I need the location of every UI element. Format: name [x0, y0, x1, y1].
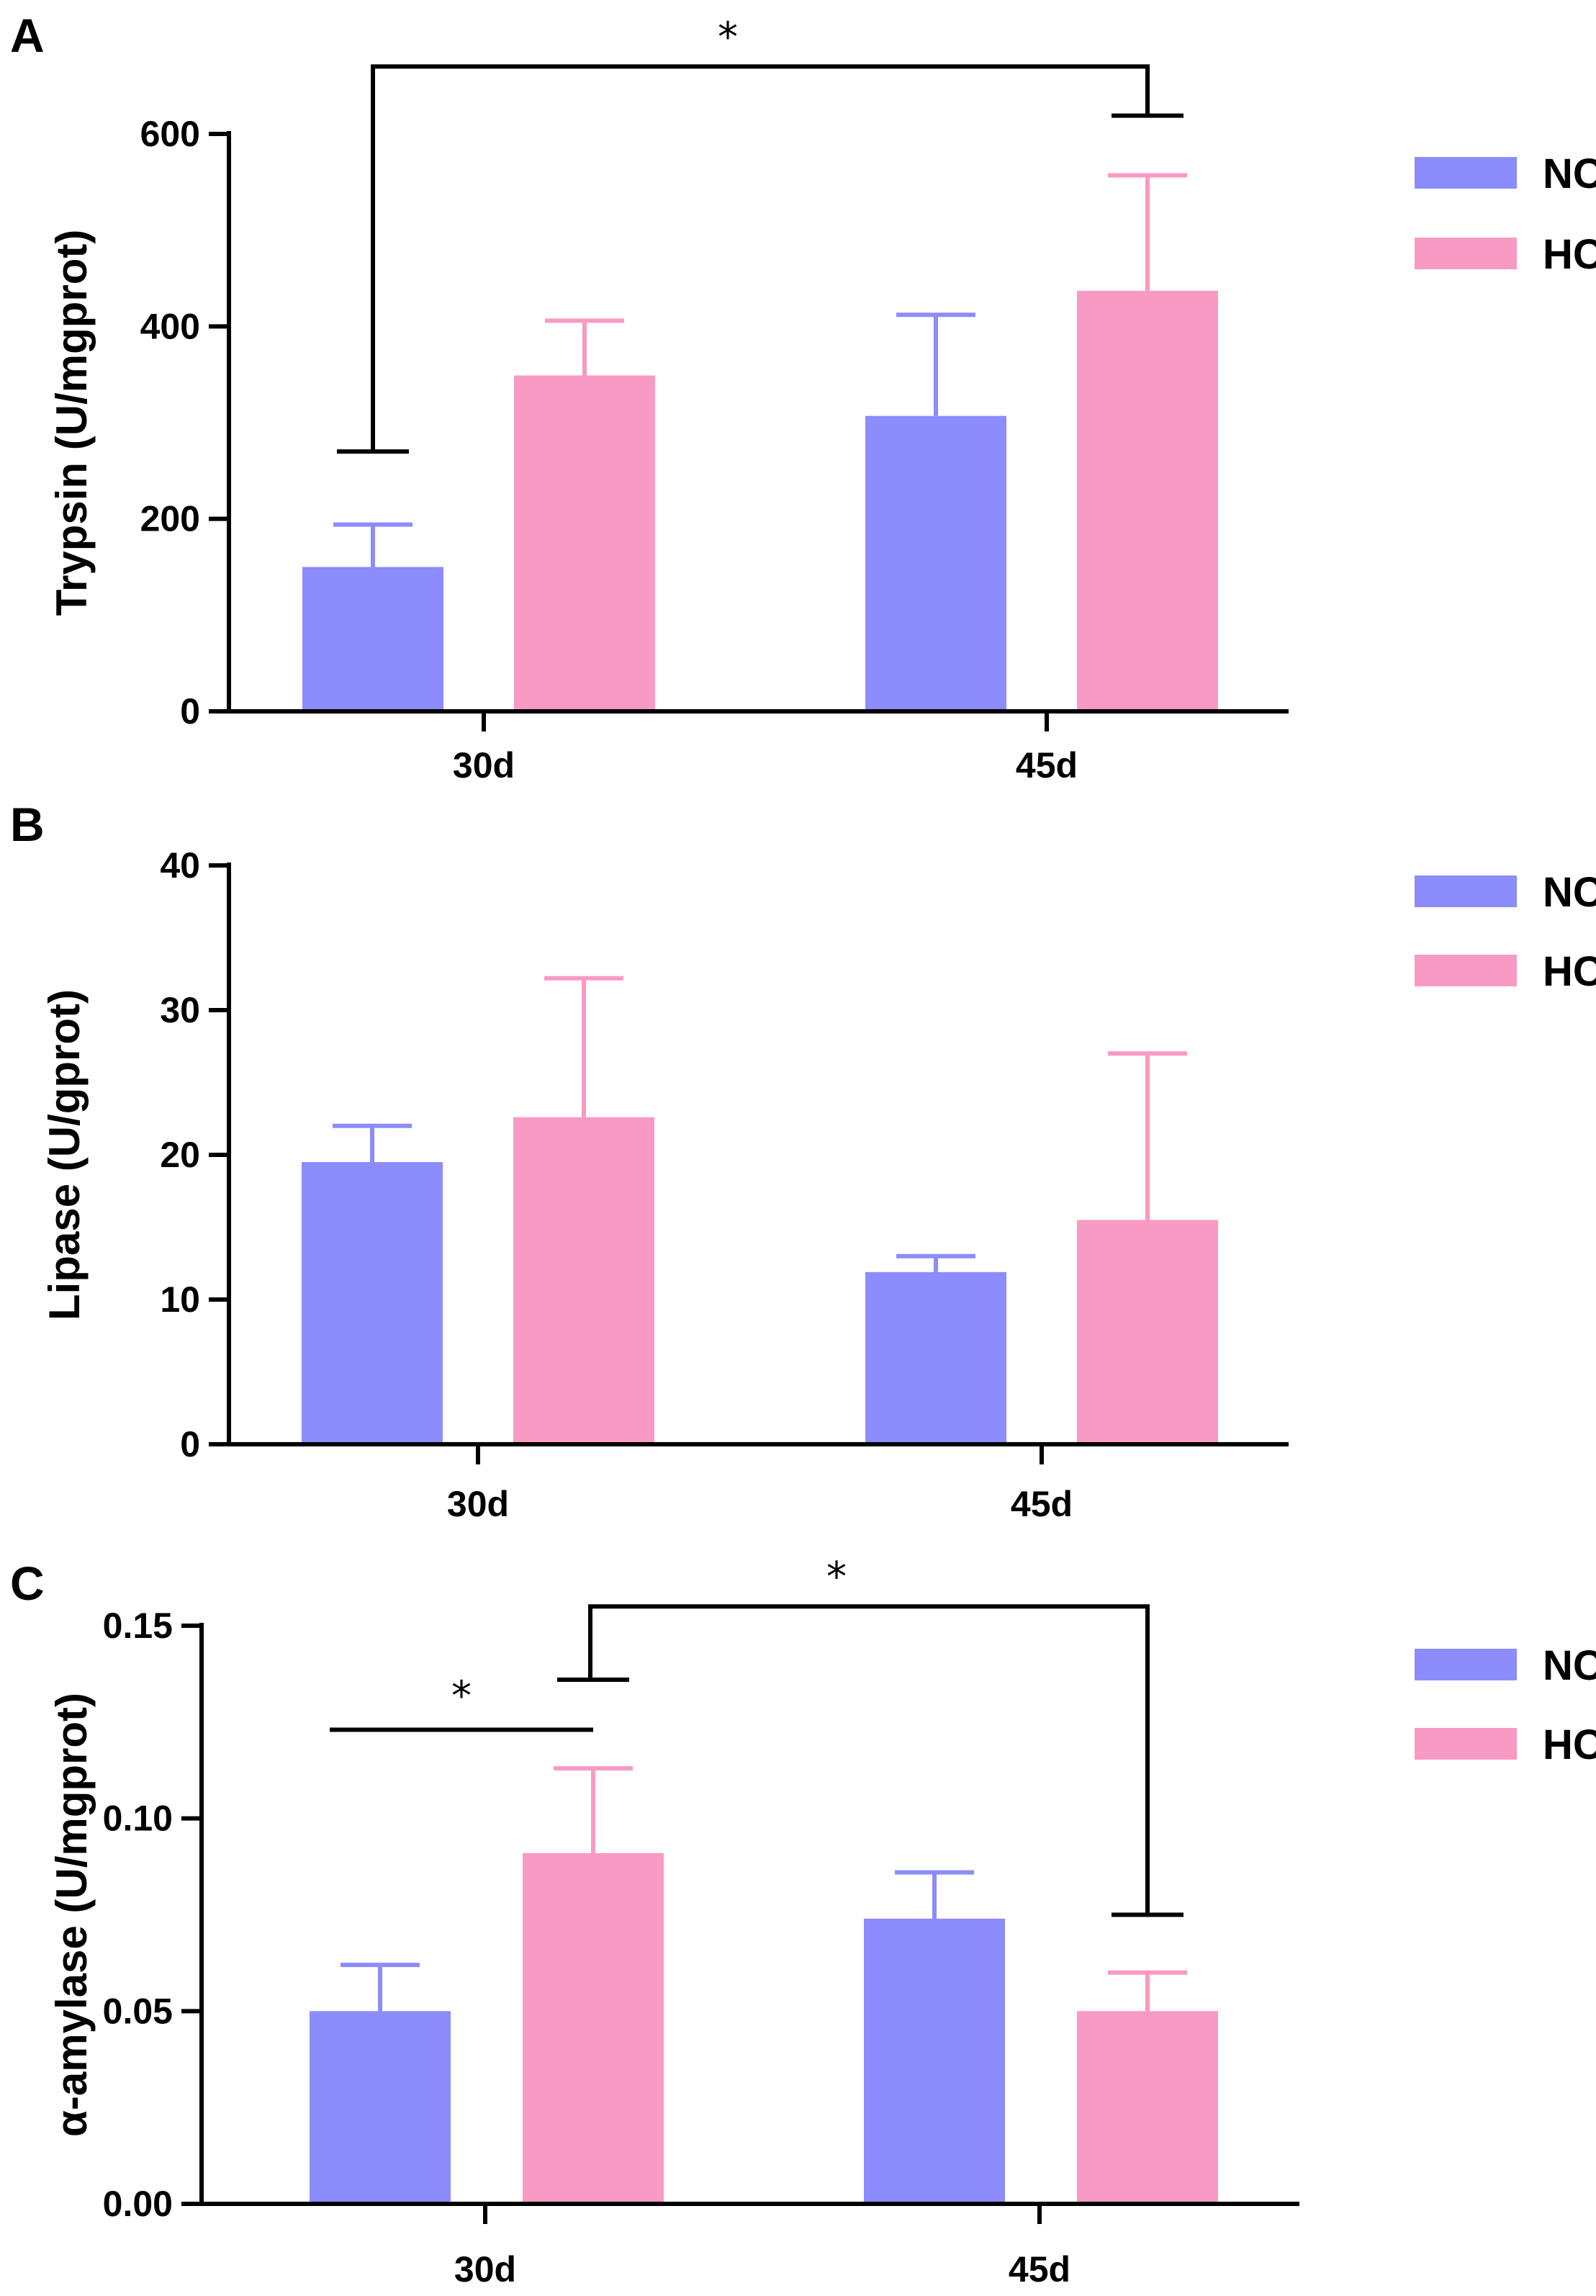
- legend-label-hc: HC: [1543, 948, 1596, 995]
- error-bar-hc-30d: [554, 1766, 633, 1853]
- chart-panel-b: B 0 10 20 30 40 30d 45d Lipase (U/gprot) NC HC: [10, 798, 1596, 1524]
- x-tick-label: 45d: [1016, 745, 1078, 785]
- significance-marker: *: [826, 1554, 847, 1601]
- error-bar-nc-45d: [896, 312, 975, 416]
- significance-marker: *: [718, 14, 738, 60]
- x-tick-label: 30d: [453, 745, 515, 785]
- error-bar-hc-45d: [1108, 1970, 1187, 2012]
- y-axis-title: Trypsin (U/mgprot): [48, 230, 96, 616]
- legend: NC HC: [1415, 150, 1596, 278]
- bar-hc-45d: [1077, 1220, 1218, 1444]
- error-bar-hc-30d: [545, 318, 624, 376]
- legend-swatch-nc: [1415, 157, 1517, 189]
- bar-nc-30d: [310, 2011, 451, 2204]
- y-tick-label: 0.05: [103, 1991, 173, 2031]
- bar-hc-30d: [523, 1852, 664, 2204]
- legend-label-nc: NC: [1543, 869, 1596, 916]
- chart-panel-a: A 0 200 400 600 30d 45d Trypsin (U/mgprot) NC HC *: [10, 9, 1596, 785]
- bar-nc-45d: [865, 1271, 1006, 1444]
- error-bar-nc-45d: [896, 1253, 975, 1272]
- panel-label: A: [10, 9, 45, 62]
- x-tick-label: 45d: [1011, 1484, 1073, 1524]
- x-tick-label: 30d: [454, 2249, 516, 2290]
- bar-hc-30d: [513, 1117, 654, 1444]
- y-tick-label: 0.10: [103, 1798, 173, 1839]
- y-tick-label: 600: [140, 114, 200, 154]
- significance-bracket-2: *: [557, 1554, 1184, 1917]
- legend: NC HC: [1415, 1642, 1596, 1768]
- y-axis-title: Lipase (U/gprot): [40, 989, 89, 1320]
- y-tick-label: 400: [140, 306, 200, 346]
- legend-swatch-hc: [1415, 1728, 1517, 1760]
- legend-label-nc: NC: [1543, 150, 1596, 197]
- significance-bracket-line: [588, 1604, 1150, 1915]
- legend-label-nc: NC: [1543, 1642, 1596, 1689]
- significance-bracket-1: *: [337, 14, 1184, 454]
- x-tick-label: 45d: [1009, 2249, 1070, 2290]
- bar-nc-30d: [302, 567, 443, 711]
- y-tick-label: 0.15: [103, 1606, 173, 1646]
- error-bar-hc-30d: [544, 976, 623, 1117]
- y-tick-label: 0.00: [103, 2184, 173, 2224]
- legend-swatch-hc: [1415, 955, 1517, 986]
- significance-bracket-line: [371, 64, 1150, 452]
- legend-swatch-nc: [1415, 1649, 1517, 1680]
- y-tick-label: 0: [180, 1424, 200, 1464]
- y-tick-label: 40: [160, 845, 200, 886]
- panel-label: C: [10, 1557, 45, 1610]
- error-bar-nc-30d: [341, 1963, 420, 2012]
- bar-hc-45d: [1077, 290, 1218, 711]
- bar-nc-30d: [302, 1162, 443, 1444]
- bar-hc-30d: [514, 375, 655, 711]
- error-bar-nc-30d: [333, 1123, 412, 1163]
- bar-nc-45d: [864, 1918, 1005, 2204]
- y-tick-label: 30: [160, 990, 200, 1030]
- x-tick-label: 30d: [447, 1484, 509, 1524]
- error-bar-hc-45d: [1108, 1051, 1187, 1220]
- legend-label-hc: HC: [1543, 231, 1596, 278]
- error-bar-nc-45d: [895, 1870, 974, 1919]
- y-axis-title: α-amylase (U/mgprot): [48, 1693, 96, 2137]
- legend: NC HC: [1415, 869, 1596, 995]
- y-tick-label: 10: [160, 1279, 200, 1320]
- error-bar-nc-30d: [333, 522, 412, 567]
- panel-label: B: [10, 798, 45, 851]
- y-tick-label: 0: [180, 691, 200, 731]
- bar-nc-45d: [865, 415, 1006, 711]
- bar-hc-45d: [1077, 2011, 1218, 2204]
- significance-marker: *: [451, 1673, 472, 1720]
- error-bar-hc-45d: [1108, 173, 1187, 291]
- y-tick-label: 200: [140, 499, 200, 539]
- chart-panel-c: C 0.00 0.05 0.10 0.15 30d 45d α-amylase (U/mgpr…: [10, 1554, 1596, 2290]
- legend-swatch-hc: [1415, 238, 1517, 269]
- significance-bracket-1: *: [330, 1673, 593, 1732]
- y-tick-label: 20: [160, 1135, 200, 1175]
- legend-swatch-nc: [1415, 875, 1517, 907]
- legend-label-hc: HC: [1543, 1721, 1596, 1768]
